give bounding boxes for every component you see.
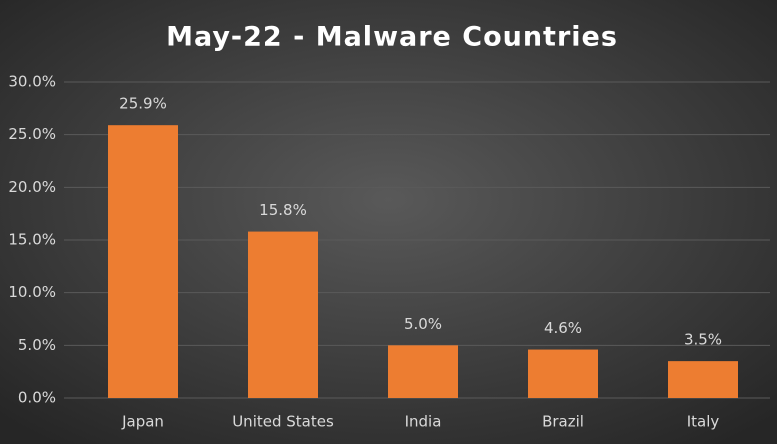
x-tick-label: Brazil — [542, 413, 584, 431]
x-tick-label: United States — [232, 413, 334, 431]
y-tick-label: 5.0% — [18, 336, 56, 354]
y-tick-label: 20.0% — [8, 178, 56, 196]
y-tick-label: 0.0% — [18, 389, 56, 407]
y-tick-label: 30.0% — [8, 73, 56, 91]
y-tick-label: 15.0% — [8, 231, 56, 249]
x-tick-label: India — [405, 413, 442, 431]
data-label: 25.9% — [119, 95, 167, 113]
data-label: 5.0% — [404, 315, 442, 333]
x-tick-label: Italy — [687, 413, 720, 431]
bar — [108, 125, 178, 398]
y-tick-label: 25.0% — [8, 125, 56, 143]
data-label: 3.5% — [684, 331, 722, 349]
chart-title: May-22 - Malware Countries — [166, 22, 618, 53]
bar — [668, 361, 738, 398]
data-label: 4.6% — [544, 319, 582, 337]
bar — [528, 349, 598, 398]
data-label: 15.8% — [259, 201, 307, 219]
x-tick-label: Japan — [121, 413, 164, 431]
bar — [248, 231, 318, 398]
bar — [388, 345, 458, 398]
y-tick-label: 10.0% — [8, 283, 56, 301]
